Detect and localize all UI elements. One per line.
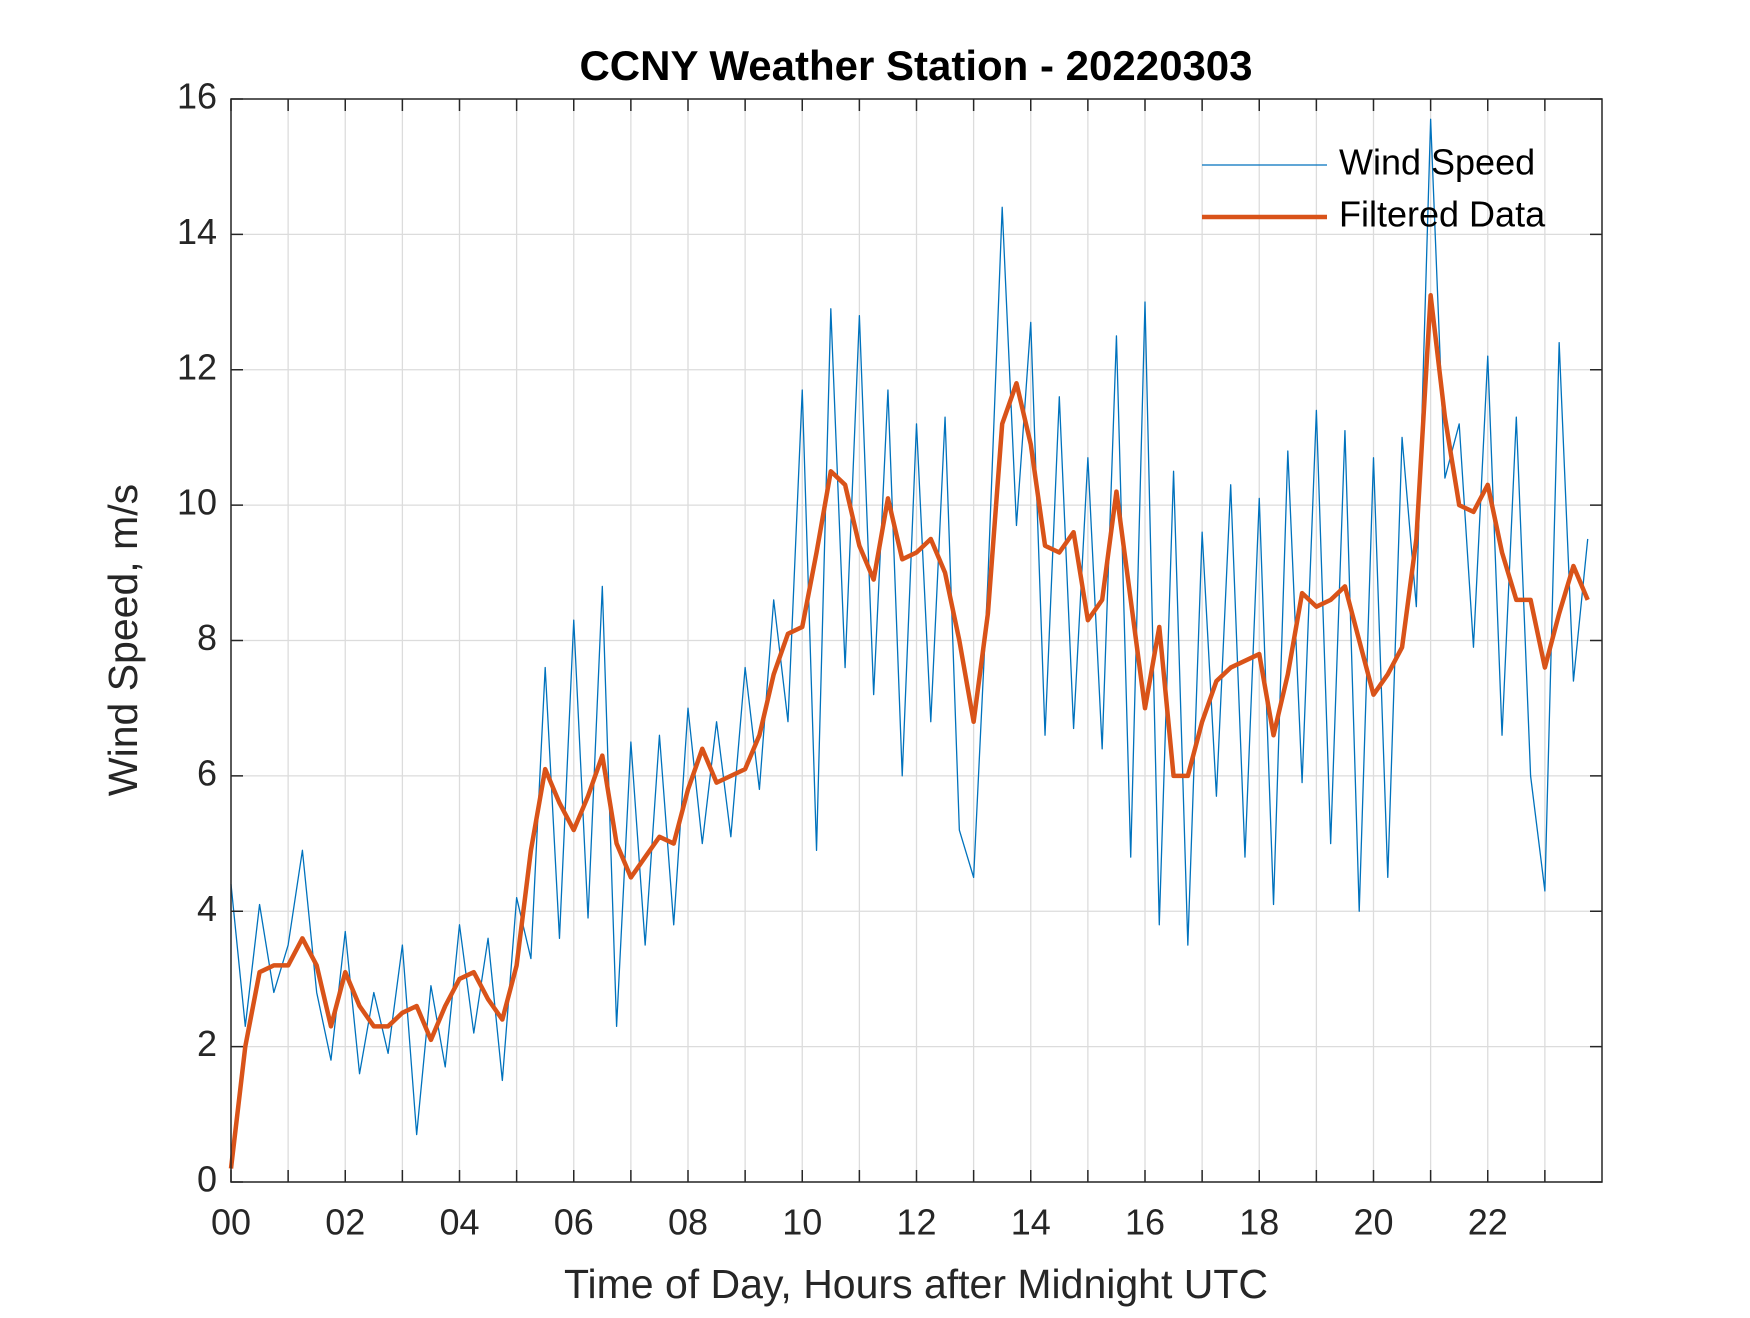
y-tick-label: 0	[197, 1159, 217, 1200]
legend: Wind Speed Filtered Data	[1202, 142, 1546, 235]
x-tick-label: 18	[1239, 1202, 1279, 1243]
x-tick-label: 08	[668, 1202, 708, 1243]
x-tick-label: 22	[1468, 1202, 1508, 1243]
y-tick-label: 14	[177, 211, 217, 252]
legend-label: Wind Speed	[1339, 142, 1535, 183]
chart-title: CCNY Weather Station - 20220303	[579, 42, 1252, 89]
y-tick-label: 12	[177, 346, 217, 387]
plot-area	[228, 118, 1590, 1169]
x-tick-label: 14	[1011, 1202, 1051, 1243]
y-tick-label: 4	[197, 888, 217, 929]
x-tick-label: 12	[896, 1202, 936, 1243]
y-tick-label: 2	[197, 1023, 217, 1064]
y-tick-label: 6	[197, 752, 217, 793]
x-axis-label: Time of Day, Hours after Midnight UTC	[564, 1261, 1268, 1307]
legend-label: Filtered Data	[1339, 194, 1546, 235]
y-tick-label: 8	[197, 617, 217, 658]
x-tick-label: 20	[1353, 1202, 1393, 1243]
axes-box	[230, 98, 1603, 1183]
x-tick-label: 06	[554, 1202, 594, 1243]
y-axis-label: Wind Speed, m/s	[100, 484, 146, 796]
x-tick-label: 10	[782, 1202, 822, 1243]
data-line	[230, 118, 1589, 1136]
x-tick-label: 16	[1125, 1202, 1165, 1243]
x-tick-label: 02	[325, 1202, 365, 1243]
x-tick-label: 00	[211, 1202, 251, 1243]
y-tick-label: 10	[177, 482, 217, 523]
data-line	[228, 293, 1590, 1169]
x-tick-label: 04	[439, 1202, 479, 1243]
y-tick-label: 16	[177, 76, 217, 117]
